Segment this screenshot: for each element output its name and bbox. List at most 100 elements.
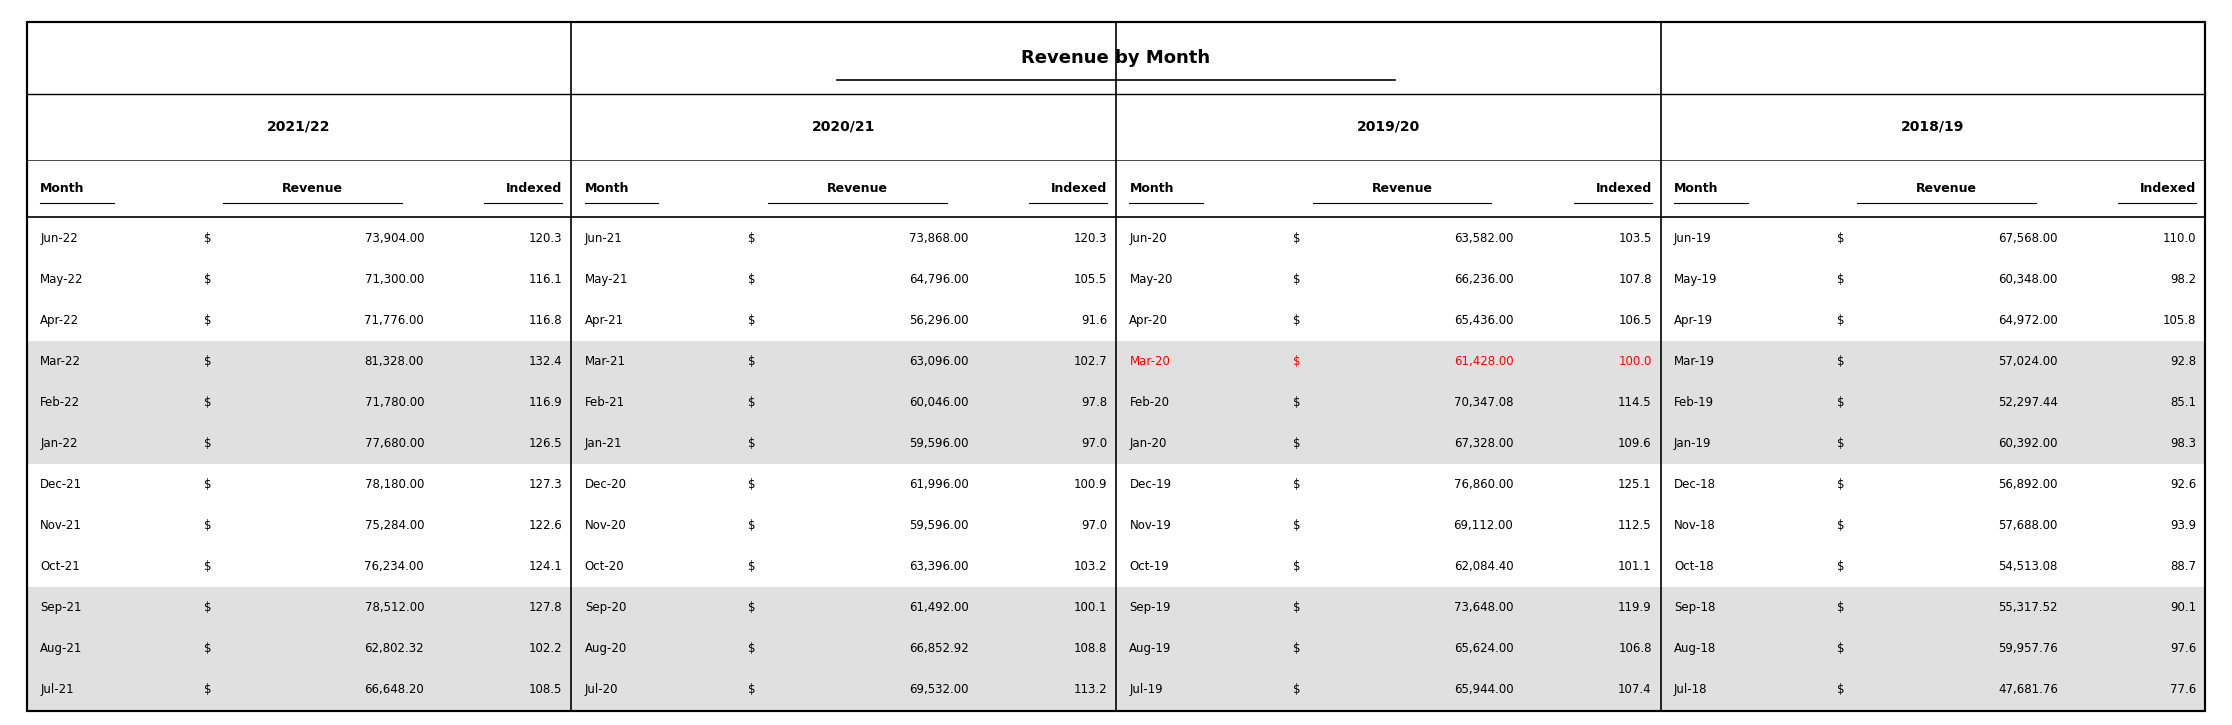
Text: 65,436.00: 65,436.00	[1453, 314, 1513, 327]
Text: 120.3: 120.3	[1074, 231, 1107, 244]
Text: 100.9: 100.9	[1074, 478, 1107, 491]
Text: 67,328.00: 67,328.00	[1453, 437, 1513, 450]
Text: 91.6: 91.6	[1080, 314, 1107, 327]
Text: Oct-20: Oct-20	[585, 560, 625, 573]
Text: Apr-20: Apr-20	[1129, 314, 1167, 327]
Text: Mar-20: Mar-20	[1129, 355, 1170, 368]
Text: 103.2: 103.2	[1074, 560, 1107, 573]
Text: $: $	[1837, 519, 1846, 532]
Text: $: $	[1837, 642, 1846, 655]
Text: Oct-21: Oct-21	[40, 560, 80, 573]
Text: Revenue: Revenue	[281, 182, 344, 195]
Text: $: $	[1292, 642, 1301, 655]
Text: Month: Month	[1129, 182, 1174, 195]
Text: 71,776.00: 71,776.00	[364, 314, 424, 327]
Bar	[1661, 341, 2205, 382]
Text: $: $	[1837, 601, 1846, 614]
Text: 119.9: 119.9	[1618, 601, 1652, 614]
Bar	[27, 341, 571, 382]
Text: 2020/21: 2020/21	[812, 120, 875, 134]
Text: May-20: May-20	[1129, 273, 1172, 286]
Text: 97.0: 97.0	[1080, 519, 1107, 532]
Text: $: $	[748, 601, 757, 614]
Text: 61,492.00: 61,492.00	[908, 601, 969, 614]
Text: 69,532.00: 69,532.00	[908, 684, 969, 697]
Text: $: $	[1837, 437, 1846, 450]
Text: Jun-22: Jun-22	[40, 231, 78, 244]
Text: $: $	[203, 684, 212, 697]
Text: 60,392.00: 60,392.00	[1998, 437, 2058, 450]
Text: Nov-18: Nov-18	[1674, 519, 1716, 532]
Text: 60,046.00: 60,046.00	[908, 396, 969, 409]
Text: 92.8: 92.8	[2170, 355, 2196, 368]
Text: 105.5: 105.5	[1074, 273, 1107, 286]
Text: 64,972.00: 64,972.00	[1998, 314, 2058, 327]
Text: $: $	[1292, 478, 1301, 491]
Text: 71,780.00: 71,780.00	[364, 396, 424, 409]
Bar	[1661, 669, 2205, 710]
Text: Feb-22: Feb-22	[40, 396, 80, 409]
Text: $: $	[748, 231, 757, 244]
Text: $: $	[1292, 519, 1301, 532]
Text: 116.1: 116.1	[529, 273, 562, 286]
Text: Jul-21: Jul-21	[40, 684, 74, 697]
Text: Jan-22: Jan-22	[40, 437, 78, 450]
Text: Feb-20: Feb-20	[1129, 396, 1170, 409]
Text: Jul-18: Jul-18	[1674, 684, 1707, 697]
Text: Dec-21: Dec-21	[40, 478, 83, 491]
Text: $: $	[203, 314, 212, 327]
Text: Oct-19: Oct-19	[1129, 560, 1170, 573]
Text: $: $	[1292, 314, 1301, 327]
Text: $: $	[203, 478, 212, 491]
Bar	[571, 382, 1116, 423]
Text: Indexed: Indexed	[1596, 182, 1652, 195]
Text: $: $	[1837, 684, 1846, 697]
Text: May-19: May-19	[1674, 273, 1716, 286]
Text: 66,852.92: 66,852.92	[908, 642, 969, 655]
Text: Jan-21: Jan-21	[585, 437, 623, 450]
Text: 62,084.40: 62,084.40	[1453, 560, 1513, 573]
Bar	[27, 629, 571, 669]
Text: $: $	[203, 355, 212, 368]
Text: 47,681.76: 47,681.76	[1998, 684, 2058, 697]
Bar	[1661, 382, 2205, 423]
Text: 2019/20: 2019/20	[1357, 120, 1420, 134]
Text: 65,624.00: 65,624.00	[1453, 642, 1513, 655]
Text: 100.0: 100.0	[1618, 355, 1652, 368]
Text: Month: Month	[40, 182, 85, 195]
Text: Feb-19: Feb-19	[1674, 396, 1714, 409]
Text: 56,892.00: 56,892.00	[1998, 478, 2058, 491]
Text: 116.8: 116.8	[529, 314, 562, 327]
Text: 112.5: 112.5	[1618, 519, 1652, 532]
Text: 85.1: 85.1	[2170, 396, 2196, 409]
Text: Apr-21: Apr-21	[585, 314, 625, 327]
Text: $: $	[1292, 273, 1301, 286]
Bar	[571, 629, 1116, 669]
Bar	[571, 669, 1116, 710]
Text: 52,297.44: 52,297.44	[1998, 396, 2058, 409]
Text: 98.2: 98.2	[2170, 273, 2196, 286]
Text: $: $	[1837, 314, 1846, 327]
Text: $: $	[748, 478, 757, 491]
Text: $: $	[748, 273, 757, 286]
Text: 126.5: 126.5	[529, 437, 562, 450]
Text: 108.8: 108.8	[1074, 642, 1107, 655]
Text: 75,284.00: 75,284.00	[364, 519, 424, 532]
Text: Revenue: Revenue	[826, 182, 888, 195]
Text: Jun-21: Jun-21	[585, 231, 623, 244]
Text: $: $	[1292, 601, 1301, 614]
Text: 127.3: 127.3	[529, 478, 562, 491]
Text: 108.5: 108.5	[529, 684, 562, 697]
Text: 78,512.00: 78,512.00	[364, 601, 424, 614]
Text: 62,802.32: 62,802.32	[364, 642, 424, 655]
Text: Sep-18: Sep-18	[1674, 601, 1716, 614]
Text: $: $	[1292, 684, 1301, 697]
Text: 114.5: 114.5	[1618, 396, 1652, 409]
Bar	[571, 423, 1116, 464]
Bar	[27, 423, 571, 464]
Text: 93.9: 93.9	[2170, 519, 2196, 532]
Text: 67,568.00: 67,568.00	[1998, 231, 2058, 244]
Text: 61,996.00: 61,996.00	[908, 478, 969, 491]
Text: Month: Month	[585, 182, 629, 195]
Text: $: $	[1292, 231, 1301, 244]
